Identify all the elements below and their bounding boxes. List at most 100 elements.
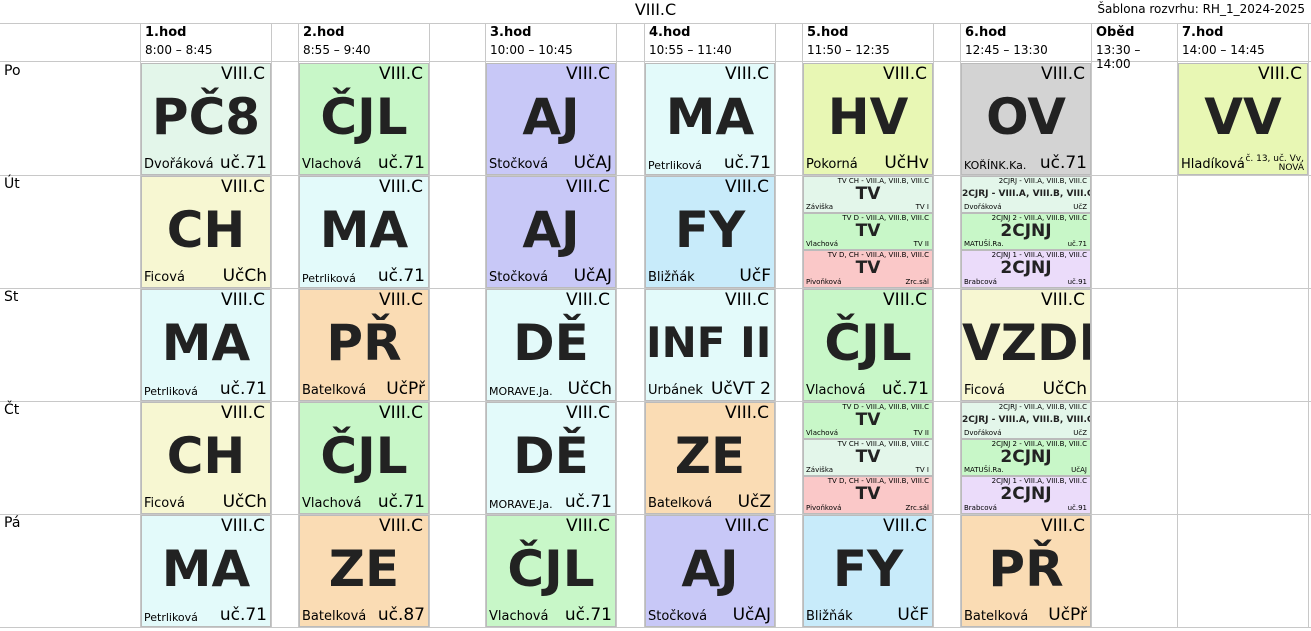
lesson-teacher: Brabcová [964, 504, 997, 512]
lesson-subject: PČ8 [151, 88, 261, 146]
period-header: 3.hod 10:00 – 10:45 [486, 24, 616, 61]
lesson-class: VIII.C [221, 64, 265, 84]
lesson-cell[interactable]: VIII.C HV Pokorná UčHv [803, 63, 933, 175]
lesson-class: VIII.C [379, 516, 423, 536]
split-lesson-cell[interactable]: 2CJNJ 2 - VIII.A, VIII.B, VIII.C 2CJNJ MAT… [961, 213, 1091, 250]
lesson-teacher: Dvořáková [964, 203, 1002, 211]
lesson-cell[interactable]: VIII.C AJ Stočková UčAJ [486, 63, 616, 175]
lesson-room: UčAJ [732, 605, 771, 625]
grid-line [616, 23, 617, 628]
lesson-subject: TV [855, 221, 881, 241]
lesson-cell[interactable]: VIII.C ČJL Vlachová uč.71 [299, 402, 429, 514]
split-lesson-cell[interactable]: TV D - VIII.A, VIII.B, VIII.C TV Vlachová T… [803, 402, 933, 439]
lesson-subject: TV [855, 410, 881, 430]
lesson-subject: FY [832, 540, 904, 598]
lesson-teacher: Dvořáková [964, 429, 1002, 437]
lesson-cell[interactable]: VIII.C FY Bližňák UčF [645, 176, 775, 288]
lesson-subject: ČJL [824, 314, 912, 372]
split-lesson-cell[interactable]: 2CJNJ 2 - VIII.A, VIII.B, VIII.C 2CJNJ MAT… [961, 439, 1091, 476]
lesson-room: uč.91 [1067, 278, 1087, 286]
grid-line [271, 23, 272, 628]
lesson-class: VIII.C [1041, 516, 1085, 536]
period-header: 7.hod 14:00 – 14:45 [1178, 24, 1308, 61]
lesson-subject: MA [319, 201, 409, 259]
period-time: 10:00 – 10:45 [490, 43, 573, 57]
lesson-cell[interactable]: VIII.C PŘ Batelková UčPř [299, 289, 429, 401]
lesson-class: VIII.C [221, 403, 265, 423]
lesson-cell[interactable]: VIII.C ČJL Vlachová uč.71 [803, 289, 933, 401]
grid-line [775, 23, 776, 628]
lesson-cell[interactable]: VIII.C AJ Stočková UčAJ [645, 515, 775, 627]
lesson-cell[interactable]: VIII.C ČJL Vlachová uč.71 [299, 63, 429, 175]
lesson-cell[interactable]: VIII.C CH Ficová UčCh [141, 402, 271, 514]
split-lesson-cell[interactable]: 2CJRJ - VIII.A, VIII.B, VIII.C 2CJRJ - VI… [961, 402, 1091, 439]
split-lesson-cell[interactable]: TV D, CH - VIII.A, VIII.B, VIII.C TV Pivoň… [803, 476, 933, 514]
split-lesson-cell[interactable]: 2CJRJ - VIII.A, VIII.B, VIII.C 2CJRJ - VI… [961, 176, 1091, 213]
grid-line [1308, 23, 1309, 628]
lesson-subject: TV [855, 258, 881, 278]
grid-line [0, 627, 1311, 628]
lesson-subject: CH [166, 201, 246, 259]
lesson-cell[interactable]: VIII.C INF II. Urbánek UčVT 2 [645, 289, 775, 401]
lesson-subject: ČJL [507, 540, 595, 598]
split-lesson-cell[interactable]: TV D - VIII.A, VIII.B, VIII.C TV Vlachová T… [803, 213, 933, 250]
split-lesson-cell[interactable]: TV CH - VIII.A, VIII.B, VIII.C TV Záviška T… [803, 176, 933, 213]
lesson-cell[interactable]: VIII.C DĚ MORAVE.Ja. uč.71 [486, 402, 616, 514]
lesson-teacher: Záviška [806, 203, 834, 211]
lesson-cell[interactable]: VIII.C MA Petrliková uč.71 [141, 289, 271, 401]
split-lesson-cell[interactable]: 2CJNJ 1 - VIII.A, VIII.B, VIII.C 2CJNJ Bra… [961, 476, 1091, 514]
lesson-teacher: Dvořáková [144, 157, 214, 172]
lesson-cell[interactable]: VIII.C MA Petrliková uč.71 [645, 63, 775, 175]
lesson-room: uč.71 [377, 153, 425, 173]
lesson-room: TV II [913, 240, 929, 248]
lesson-subject: ZE [674, 427, 746, 485]
lesson-room: UčF [739, 266, 771, 286]
lesson-cell[interactable]: VIII.C OV KOŘÍNK.Ka. uč.71 [961, 63, 1091, 175]
lesson-cell[interactable]: VIII.C VZDR Ficová UčCh [961, 289, 1091, 401]
lesson-subject: MA [161, 540, 251, 598]
lesson-teacher: MATUŠÍ.Ra. [964, 240, 1004, 248]
lesson-subject: PŘ [326, 314, 402, 372]
lesson-room: uč.71 [564, 605, 612, 625]
lesson-cell[interactable]: VIII.C AJ Stočková UčAJ [486, 176, 616, 288]
template-label: Šablona rozvrhu: RH_1_2024-2025 [1097, 2, 1305, 16]
lesson-room: uč.71 [219, 605, 267, 625]
period-name: 5.hod [807, 25, 849, 40]
grid-line [0, 288, 1311, 289]
lesson-groups: TV D, CH - VIII.A, VIII.B, VIII.C [827, 251, 929, 259]
lesson-cell[interactable]: VIII.C PŘ Batelková UčPř [961, 515, 1091, 627]
lesson-cell[interactable]: VIII.C FY Bližňák UčF [803, 515, 933, 627]
lesson-subject: VZDR [962, 314, 1090, 372]
lesson-class: VIII.C [883, 64, 927, 84]
lesson-groups: 2CJNJ 1 - VIII.A, VIII.B, VIII.C [991, 251, 1087, 259]
lesson-cell[interactable]: VIII.C ZE Batelková UčZ [645, 402, 775, 514]
split-lesson-cell[interactable]: TV CH - VIII.A, VIII.B, VIII.C TV Záviška T… [803, 439, 933, 476]
split-lesson-cell[interactable]: TV D, CH - VIII.A, VIII.B, VIII.C TV Pivoň… [803, 250, 933, 288]
lesson-room: UčCh [222, 266, 267, 286]
lesson-groups: TV D - VIII.A, VIII.B, VIII.C [842, 214, 929, 222]
lesson-teacher: MATUŠÍ.Ra. [964, 466, 1004, 474]
lesson-cell[interactable]: VIII.C ZE Batelková uč.87 [299, 515, 429, 627]
lesson-cell[interactable]: VIII.C ČJL Vlachová uč.71 [486, 515, 616, 627]
lesson-cell[interactable]: VIII.C PČ8 Dvořáková uč.71 [141, 63, 271, 175]
lesson-subject: PŘ [988, 540, 1064, 598]
lesson-teacher: Petrliková [302, 272, 356, 285]
lesson-room: UčAJ [1071, 466, 1087, 474]
grid-line [1091, 23, 1092, 628]
period-name: 1.hod [145, 25, 187, 40]
lesson-cell[interactable]: VIII.C CH Ficová UčCh [141, 176, 271, 288]
lesson-subject: 2CJNJ [1000, 447, 1052, 467]
lesson-groups: 2CJRJ - VIII.A, VIII.B, VIII.C [998, 403, 1087, 411]
period-header: 4.hod 10:55 – 11:40 [645, 24, 775, 61]
lesson-room: UčPř [386, 379, 425, 399]
lesson-cell[interactable]: VIII.C MA Petrliková uč.71 [141, 515, 271, 627]
lesson-cell[interactable]: VIII.C DĚ MORAVE.Ja. UčCh [486, 289, 616, 401]
lesson-teacher: Vlachová [806, 429, 839, 437]
lesson-subject: AJ [522, 201, 580, 259]
lesson-room: č. 13, uč. Vv, NOVÁ [1245, 154, 1304, 173]
timetable-title: VIII.C [634, 0, 677, 19]
split-lesson-cell[interactable]: 2CJNJ 1 - VIII.A, VIII.B, VIII.C 2CJNJ Bra… [961, 250, 1091, 288]
grid-line [1177, 23, 1178, 628]
lesson-cell[interactable]: VIII.C MA Petrliková uč.71 [299, 176, 429, 288]
lesson-cell[interactable]: VIII.C VV Hladíková č. 13, uč. Vv, NOVÁ [1178, 63, 1308, 175]
